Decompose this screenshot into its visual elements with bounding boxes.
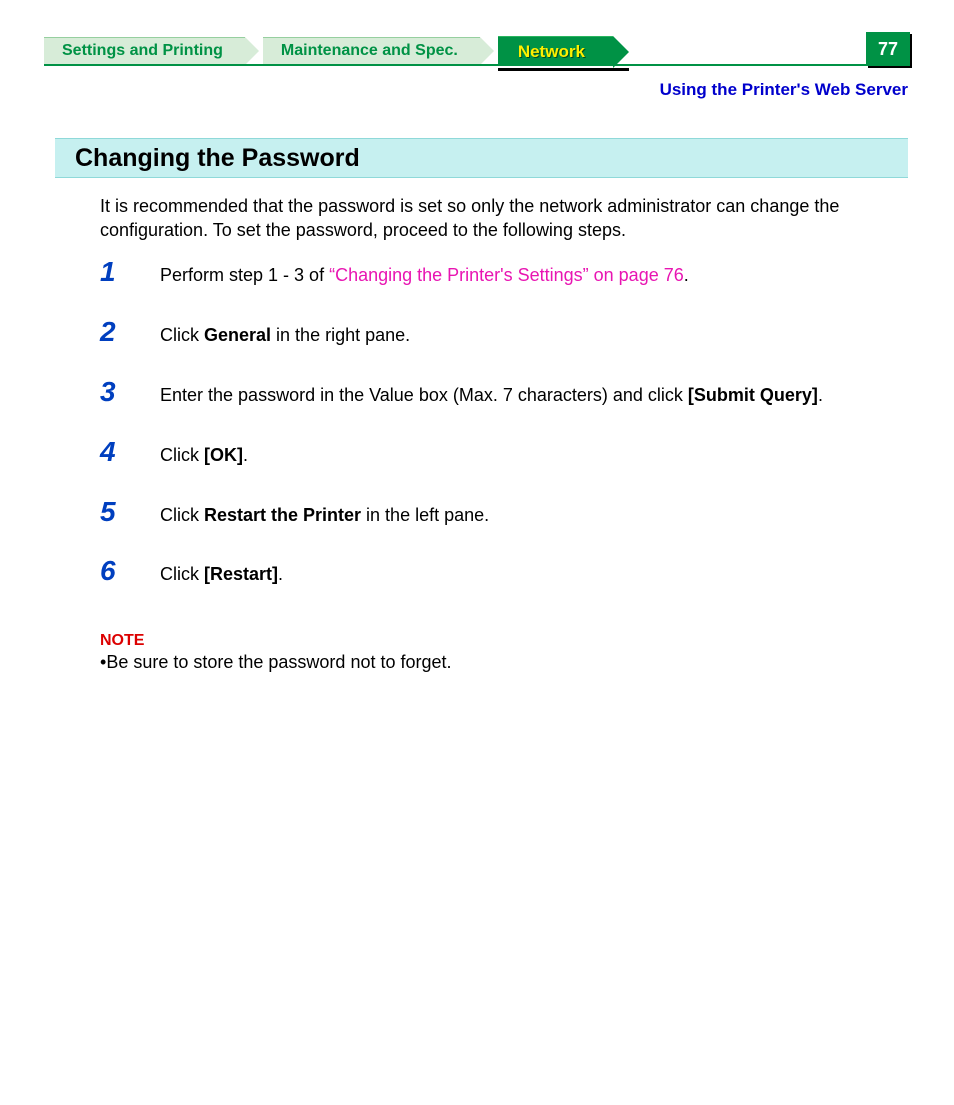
step-bold: [Restart] (204, 564, 278, 584)
step-num: 1 (100, 258, 160, 290)
step-num: 5 (100, 498, 160, 530)
step-num: 6 (100, 557, 160, 589)
step-text-post: . (243, 445, 248, 465)
tab-maintenance[interactable]: Maintenance and Spec. (263, 37, 480, 65)
step-body: Click [OK]. (160, 438, 248, 470)
step-text: Click (160, 445, 204, 465)
step-1: 1 Perform step 1 - 3 of “Changing the Pr… (100, 258, 908, 290)
step-text-post: . (278, 564, 283, 584)
step-text: Perform step 1 - 3 of (160, 265, 329, 285)
page-number: 77 (866, 32, 910, 66)
section-title-bar: Changing the Password (55, 138, 908, 178)
step-text-post: . (818, 385, 823, 405)
step-text-post: in the right pane. (271, 325, 410, 345)
step-num: 3 (100, 378, 160, 410)
step-body: Click General in the right pane. (160, 318, 410, 350)
step-body: Click [Restart]. (160, 557, 283, 589)
section-title: Changing the Password (75, 144, 360, 173)
tab-network-wrap: Network (498, 34, 613, 68)
step-text: Click (160, 505, 204, 525)
step-text-post: . (684, 265, 689, 285)
breadcrumb[interactable]: Using the Printer's Web Server (660, 80, 908, 100)
step-text: Click (160, 325, 204, 345)
intro-text: It is recommended that the password is s… (100, 194, 908, 243)
step-num: 4 (100, 438, 160, 470)
step-bold: [Submit Query] (688, 385, 818, 405)
step-5: 5 Click Restart the Printer in the left … (100, 498, 908, 530)
steps-list: 1 Perform step 1 - 3 of “Changing the Pr… (100, 252, 908, 589)
step-body: Enter the password in the Value box (Max… (160, 378, 823, 410)
step-2: 2 Click General in the right pane. (100, 318, 908, 350)
tab-active-shadow (498, 68, 629, 71)
tab-settings[interactable]: Settings and Printing (44, 37, 245, 65)
step-text: Enter the password in the Value box (Max… (160, 385, 688, 405)
note-item: •Be sure to store the password not to fo… (100, 652, 908, 673)
note-label: NOTE (100, 632, 908, 650)
step-body: Click Restart the Printer in the left pa… (160, 498, 489, 530)
step-num: 2 (100, 318, 160, 350)
step-bold: Restart the Printer (204, 505, 361, 525)
step-text: Click (160, 564, 204, 584)
tabs-row: Settings and Printing Maintenance and Sp… (44, 34, 910, 68)
step-3: 3 Enter the password in the Value box (M… (100, 378, 908, 410)
xref-link[interactable]: “Changing the Printer's Settings” on pag… (329, 265, 684, 285)
step-body: Perform step 1 - 3 of “Changing the Prin… (160, 258, 689, 290)
note-block: NOTE •Be sure to store the password not … (100, 632, 908, 673)
step-6: 6 Click [Restart]. (100, 557, 908, 589)
step-bold: [OK] (204, 445, 243, 465)
header-rule (44, 64, 866, 66)
step-text-post: in the left pane. (361, 505, 489, 525)
step-4: 4 Click [OK]. (100, 438, 908, 470)
step-bold: General (204, 325, 271, 345)
tab-network[interactable]: Network (498, 36, 613, 66)
note-text: Be sure to store the password not to for… (106, 652, 451, 672)
